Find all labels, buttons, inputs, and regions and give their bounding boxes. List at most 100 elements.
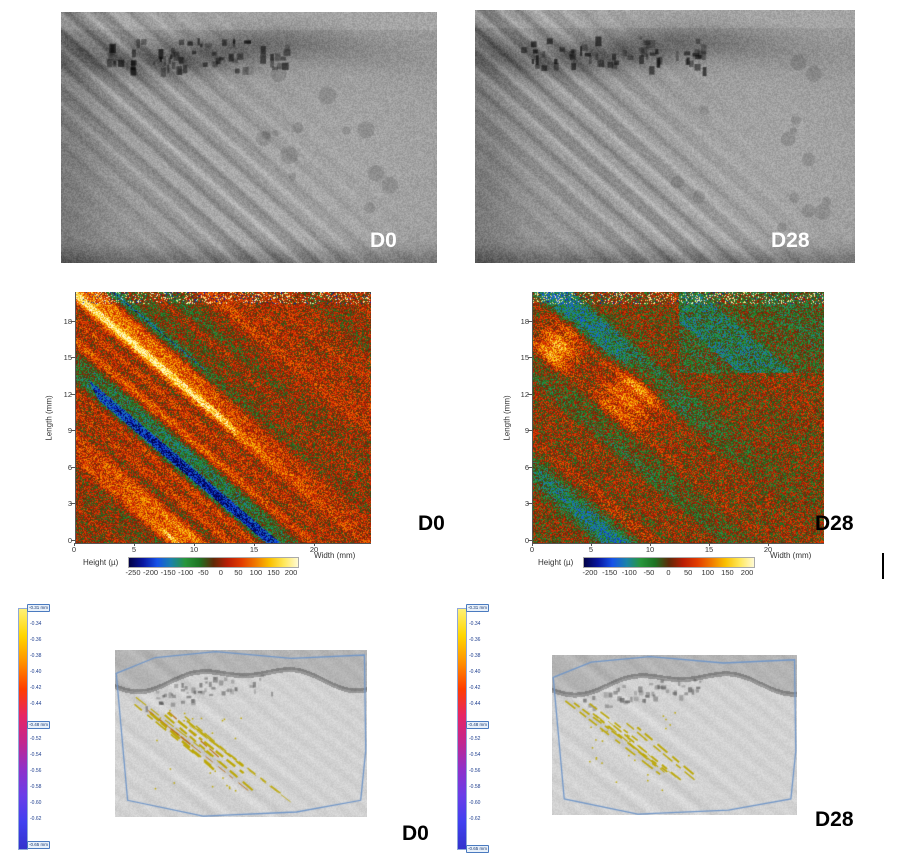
scale-tick-label: -0.60 [469, 800, 481, 806]
render-d28-scale-top: -0.31 mm [466, 604, 490, 612]
y-tick-label: 9 [524, 426, 529, 435]
colorbar-tick-label: 0 [666, 568, 671, 577]
scale-tick-label: -0.38 [30, 653, 42, 659]
x-tick-label: 15 [249, 545, 259, 554]
scale-tick-label: -0.42 [30, 685, 42, 691]
scale-tick-label: -0.52 [469, 736, 481, 742]
scale-tick-label: -0.34 [30, 621, 42, 627]
axis-tickmark [194, 543, 195, 546]
colorbar-tick-label: -200 [582, 568, 598, 577]
y-tick-label: 12 [520, 390, 529, 399]
scale-tick-label: -0.42 [469, 685, 481, 691]
render-d28-scale-mid: -0.48 mm [466, 721, 490, 729]
colorbar-tick-label: -150 [602, 568, 618, 577]
heatmap-d0-xlabel: Width (mm) [314, 551, 356, 560]
photo-d28-label: D28 [771, 229, 810, 252]
heatmap-d28-ylabel: Length (mm) [502, 395, 512, 441]
colorbar-tick-label: -150 [160, 568, 176, 577]
heatmap-d0-colorbar-label: Height (µ) [83, 558, 119, 567]
axis-tickmark [768, 543, 769, 546]
axis-tickmark [314, 543, 315, 546]
axis-tickmark [528, 430, 532, 431]
axis-tickmark [74, 543, 75, 546]
render-3d-d0 [115, 650, 367, 817]
axis-tickmark [528, 357, 532, 358]
render-d0-label: D0 [402, 822, 429, 845]
colorbar-tick-label: 150 [267, 568, 280, 577]
scale-tick-label: -0.60 [30, 800, 42, 806]
axis-tickmark [71, 540, 75, 541]
colorbar-tick-label: 50 [683, 568, 693, 577]
y-tick-label: 9 [67, 426, 72, 435]
axis-tickmark [532, 543, 533, 546]
scale-tick-label: -0.54 [30, 752, 42, 758]
render-d0-scale-top: -0.31 mm [27, 604, 51, 612]
colorbar-tick-label: 50 [234, 568, 243, 577]
y-tick-label: 15 [63, 353, 72, 362]
colorbar-tick-label: 150 [721, 568, 734, 577]
heatmap-d0-ylabel: Length (mm) [44, 395, 54, 441]
heatmap-d0 [75, 292, 371, 544]
render-d28-color-scale [457, 608, 467, 850]
axis-tickmark [709, 543, 710, 546]
axis-tickmark [71, 394, 75, 395]
render-d0-color-scale [18, 608, 28, 850]
heatmap-d0-label: D0 [418, 512, 445, 535]
axis-tickmark [528, 540, 532, 541]
scale-tick-label: -0.36 [469, 637, 481, 643]
axis-tickmark [71, 321, 75, 322]
scale-tick-label: -0.54 [469, 752, 481, 758]
axis-tickmark [528, 394, 532, 395]
photo-crows-feet-d28 [475, 10, 855, 263]
y-tick-label: 3 [524, 499, 529, 508]
y-tick-label: 15 [520, 353, 529, 362]
render-d0-scale-bottom: -0.65 mm [27, 841, 51, 849]
render-d28-scale-bottom: -0.65 mm [466, 845, 490, 853]
x-tick-label: 5 [131, 545, 137, 554]
scale-tick-label: -0.34 [469, 621, 481, 627]
scale-tick-label: -0.58 [30, 784, 42, 790]
heatmap-d28-label: D28 [815, 512, 854, 535]
scale-tick-label: -0.40 [469, 669, 481, 675]
scale-tick-label: -0.44 [30, 701, 42, 707]
scale-tick-label: -0.62 [30, 816, 42, 822]
scale-tick-label: -0.52 [30, 736, 42, 742]
axis-tickmark [650, 543, 651, 546]
heatmap-d28-colorbar-label: Height (µ) [538, 558, 574, 567]
y-tick-label: 6 [524, 463, 529, 472]
axis-tickmark [591, 543, 592, 546]
colorbar-tick-label: 0 [218, 568, 223, 577]
x-tick-label: 15 [704, 545, 714, 554]
colorbar-tick-label: -250 [125, 568, 141, 577]
scale-tick-label: -0.36 [30, 637, 42, 643]
axis-tickmark [71, 467, 75, 468]
render-3d-d28 [552, 655, 797, 815]
scale-tick-label: -0.40 [30, 669, 42, 675]
colorbar-tick-label: 100 [249, 568, 263, 577]
colorbar-tick-label: 200 [740, 568, 754, 577]
heatmap-d28-xlabel: Width (mm) [770, 551, 812, 560]
y-tick-label: 6 [67, 463, 72, 472]
x-tick-label: 20 [763, 545, 773, 554]
y-tick-label: 0 [524, 536, 529, 545]
scale-tick-label: -0.56 [469, 768, 481, 774]
y-tick-label: 18 [63, 317, 72, 326]
render-d28-label: D28 [815, 808, 854, 831]
y-tick-label: 12 [63, 390, 72, 399]
heatmap-d28 [532, 292, 824, 544]
heatmap-d28-colorbar [583, 557, 755, 568]
axis-tickmark [71, 503, 75, 504]
scale-tick-label: -0.56 [30, 768, 42, 774]
colorbar-tick-label: -100 [621, 568, 637, 577]
cursor-line-artifact [882, 553, 884, 579]
heatmap-d0-colorbar [128, 557, 299, 568]
x-tick-label: 0 [71, 545, 77, 554]
colorbar-tick-label: 200 [284, 568, 298, 577]
axis-tickmark [134, 543, 135, 546]
axis-tickmark [528, 503, 532, 504]
x-tick-label: 0 [529, 545, 535, 554]
x-tick-label: 10 [645, 545, 655, 554]
x-tick-label: 10 [189, 545, 199, 554]
colorbar-tick-label: -200 [143, 568, 159, 577]
render-d0-scale-mid: -0.48 mm [27, 721, 51, 729]
